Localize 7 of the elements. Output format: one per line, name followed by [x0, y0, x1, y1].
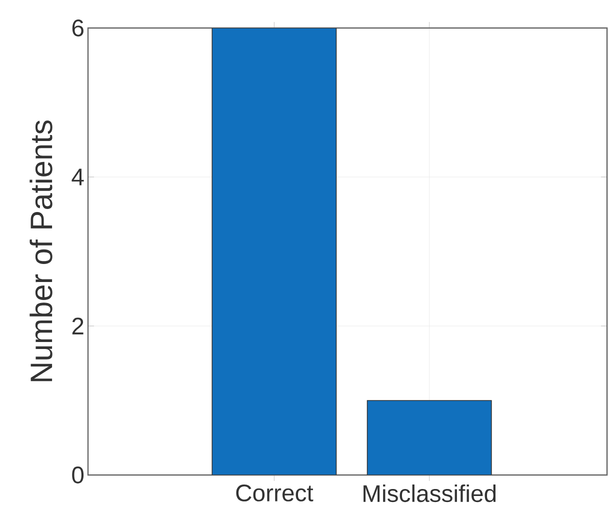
x-tick-label: Misclassified — [364, 484, 496, 502]
y-tick-label: 6 — [72, 20, 84, 36]
y-tick-label: 4 — [72, 168, 84, 186]
x-tick-label: Correct — [236, 484, 314, 502]
y-tick-label: 2 — [72, 318, 84, 334]
y-tick-label: 0 — [72, 466, 84, 484]
y-axis-title: Number of Patients — [30, 120, 52, 382]
